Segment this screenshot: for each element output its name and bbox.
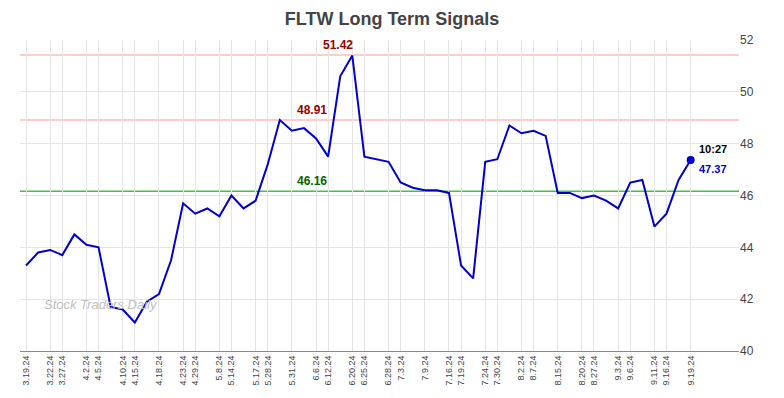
svg-text:52: 52 bbox=[740, 33, 754, 47]
svg-text:4.15.24: 4.15.24 bbox=[130, 356, 140, 386]
svg-text:9.19.24: 9.19.24 bbox=[686, 356, 696, 386]
svg-text:8.2.24: 8.2.24 bbox=[516, 356, 526, 381]
svg-text:3.19.24: 3.19.24 bbox=[21, 356, 31, 386]
svg-text:47.37: 47.37 bbox=[699, 163, 727, 175]
svg-text:6.20.24: 6.20.24 bbox=[347, 356, 357, 386]
svg-text:3.27.24: 3.27.24 bbox=[57, 356, 67, 386]
svg-text:4.5.24: 4.5.24 bbox=[93, 356, 103, 381]
svg-text:4.29.24: 4.29.24 bbox=[190, 356, 200, 386]
svg-text:50: 50 bbox=[740, 85, 754, 99]
svg-text:44: 44 bbox=[740, 241, 754, 255]
svg-text:FLTW Long Term Signals: FLTW Long Term Signals bbox=[285, 9, 499, 29]
svg-text:4.23.24: 4.23.24 bbox=[178, 356, 188, 386]
svg-text:7.3.24: 7.3.24 bbox=[396, 356, 406, 381]
svg-text:40: 40 bbox=[740, 344, 754, 358]
svg-text:7.16.24: 7.16.24 bbox=[444, 356, 454, 386]
svg-text:7.30.24: 7.30.24 bbox=[492, 356, 502, 386]
svg-text:10:27: 10:27 bbox=[699, 143, 727, 155]
svg-text:5.28.24: 5.28.24 bbox=[263, 356, 273, 386]
svg-text:8.7.24: 8.7.24 bbox=[528, 356, 538, 381]
svg-text:6.12.24: 6.12.24 bbox=[323, 356, 333, 386]
svg-text:7.24.24: 7.24.24 bbox=[480, 356, 490, 386]
svg-text:3.22.24: 3.22.24 bbox=[45, 356, 55, 386]
svg-text:6.28.24: 6.28.24 bbox=[383, 356, 393, 386]
svg-text:9.6.24: 9.6.24 bbox=[625, 356, 635, 381]
svg-text:51.42: 51.42 bbox=[323, 38, 353, 52]
svg-text:5.17.24: 5.17.24 bbox=[251, 356, 261, 386]
svg-text:6.25.24: 6.25.24 bbox=[359, 356, 369, 386]
svg-text:Stock Traders Daily: Stock Traders Daily bbox=[44, 297, 158, 312]
svg-text:5.31.24: 5.31.24 bbox=[287, 356, 297, 386]
svg-text:4.18.24: 4.18.24 bbox=[154, 356, 164, 386]
svg-text:7.9.24: 7.9.24 bbox=[420, 356, 430, 381]
svg-text:8.15.24: 8.15.24 bbox=[553, 356, 563, 386]
svg-text:8.20.24: 8.20.24 bbox=[577, 356, 587, 386]
svg-text:48.91: 48.91 bbox=[297, 103, 327, 117]
svg-text:4.10.24: 4.10.24 bbox=[118, 356, 128, 386]
svg-text:46: 46 bbox=[740, 189, 754, 203]
svg-text:8.27.24: 8.27.24 bbox=[589, 356, 599, 386]
svg-text:9.16.24: 9.16.24 bbox=[661, 356, 671, 386]
svg-text:9.11.24: 9.11.24 bbox=[649, 356, 659, 385]
svg-text:4.2.24: 4.2.24 bbox=[81, 356, 91, 381]
svg-text:5.14.24: 5.14.24 bbox=[226, 356, 236, 386]
svg-text:48: 48 bbox=[740, 137, 754, 151]
svg-text:5.8.24: 5.8.24 bbox=[214, 356, 224, 381]
svg-text:6.6.24: 6.6.24 bbox=[311, 356, 321, 381]
svg-text:42: 42 bbox=[740, 292, 754, 306]
svg-text:46.16: 46.16 bbox=[297, 174, 327, 188]
svg-text:9.3.24: 9.3.24 bbox=[613, 356, 623, 381]
svg-text:7.19.24: 7.19.24 bbox=[456, 356, 466, 386]
